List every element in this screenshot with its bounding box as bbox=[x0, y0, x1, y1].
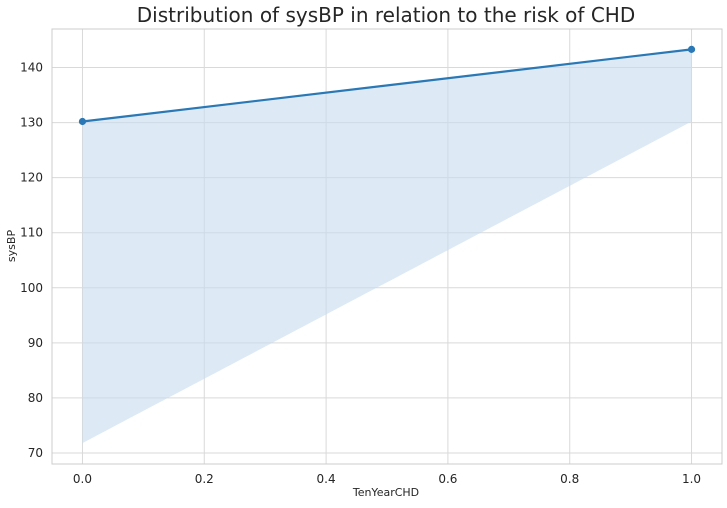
y-axis-label: sysBP bbox=[5, 230, 18, 263]
x-tick-label: 1.0 bbox=[682, 472, 701, 486]
y-tick-label: 140 bbox=[20, 61, 43, 75]
x-tick-label: 0.0 bbox=[73, 472, 92, 486]
chart-title: Distribution of sysBP in relation to the… bbox=[137, 3, 635, 27]
y-tick-label: 130 bbox=[20, 116, 43, 130]
x-tick-label: 0.6 bbox=[438, 472, 457, 486]
y-tick-label: 110 bbox=[20, 226, 43, 240]
y-tick-label: 80 bbox=[28, 391, 43, 405]
band-group bbox=[82, 49, 692, 444]
y-tick-label: 100 bbox=[20, 281, 43, 295]
x-tick-label: 0.2 bbox=[195, 472, 214, 486]
y-tick-label: 70 bbox=[28, 446, 43, 460]
plot-frame bbox=[51, 28, 723, 465]
x-tick-label: 0.8 bbox=[560, 472, 579, 486]
series-group bbox=[78, 45, 696, 126]
x-axis-label: TenYearCHD bbox=[352, 486, 419, 499]
x-tick-label: 0.4 bbox=[317, 472, 336, 486]
data-point bbox=[687, 45, 696, 53]
series-line bbox=[82, 48, 692, 123]
y-tick-label: 120 bbox=[20, 171, 43, 185]
data-point bbox=[78, 117, 87, 126]
y-tick-label: 90 bbox=[28, 336, 43, 350]
confidence-band bbox=[82, 49, 692, 444]
axes-group: 0.0 0.2 0.4 0.6 0.8 1.0 70 80 90 100 110 120 130 140 bbox=[20, 28, 723, 486]
